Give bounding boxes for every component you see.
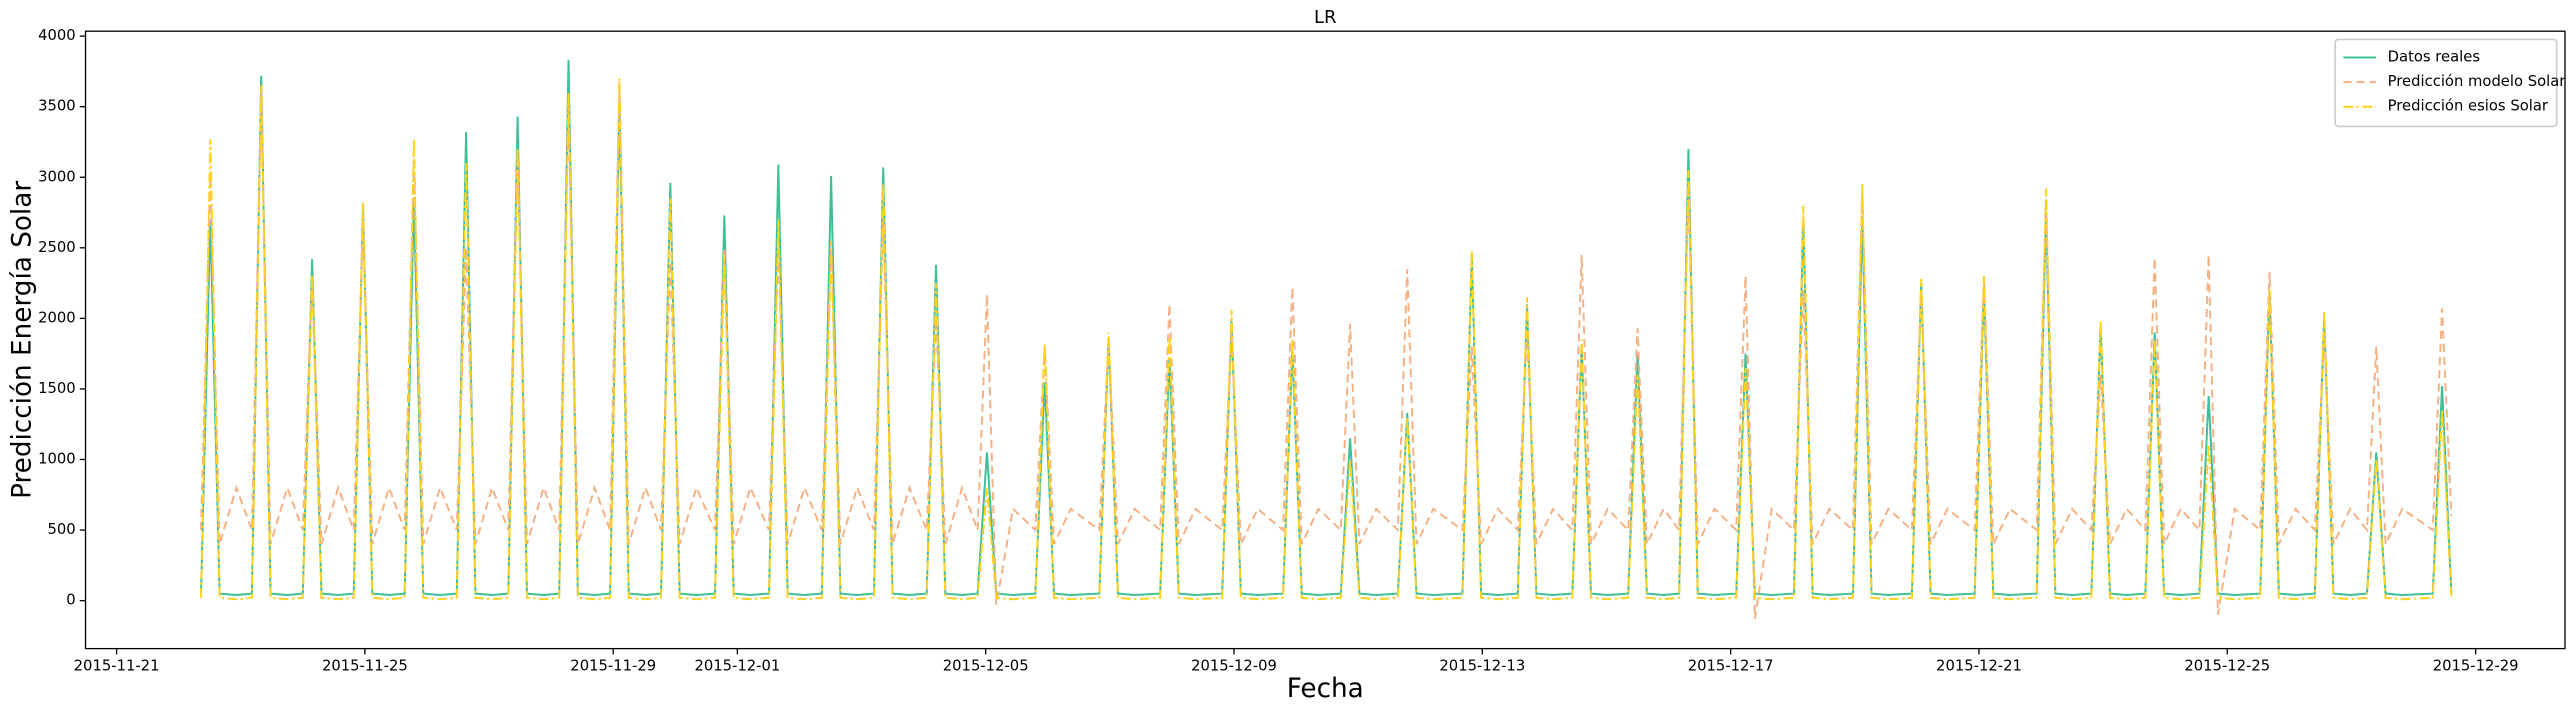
x-tick-label: 2015-12-17 [1688,658,1774,675]
y-tick-label: 3500 [38,98,76,115]
y-tick-label: 1000 [38,451,76,468]
y-axis-label: Predicción Energía Solar [8,181,38,499]
legend-box [2334,38,2558,128]
x-tick-label: 2015-11-29 [570,658,656,675]
plot-frame [84,30,2566,650]
x-tick-label: 2015-12-05 [943,658,1029,675]
y-tick-label: 3000 [38,168,76,185]
legend-label: Predicción modelo Solar [2388,73,2567,90]
x-axis-label: Fecha [1287,674,1364,704]
x-tick-label: 2015-12-21 [1936,658,2022,675]
series-line [200,85,2453,620]
y-tick-label: 1500 [38,380,76,397]
legend-label: Datos reales [2388,48,2480,65]
y-tick-label: 4000 [38,27,76,44]
y-tick-label: 2500 [38,239,76,256]
series-line [200,60,2453,596]
legend-label: Predicción esios Solar [2388,98,2549,115]
y-tick-label: 0 [66,592,75,609]
x-tick-label: 2015-11-25 [322,658,408,675]
y-tick-label: 500 [47,521,75,538]
legend: Datos reales Predicción modelo Solar Predi… [2334,38,2567,128]
x-tick-label: 2015-12-29 [2433,658,2519,675]
x-tick-label: 2015-12-09 [1191,658,1277,675]
x-tick-label: 2015-12-25 [2184,658,2270,675]
y-tick-label: 2000 [38,309,76,326]
x-tick-label: 2015-12-13 [1439,658,1525,675]
series-line [200,78,2453,601]
x-tick-label: 2015-12-01 [694,658,780,675]
chart-title: LR [1314,7,1337,28]
x-tick-label: 2015-11-21 [74,658,160,675]
